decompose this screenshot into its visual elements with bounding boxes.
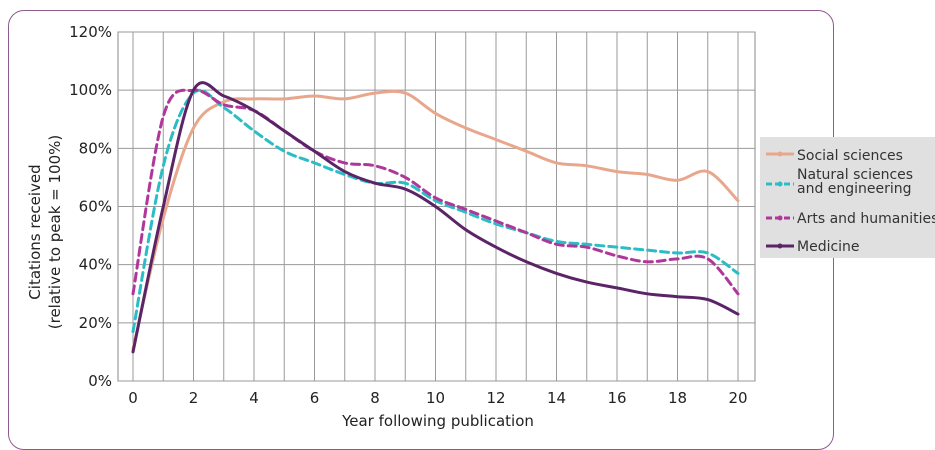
y-tick-label: 60% bbox=[79, 198, 112, 216]
series-line-medicine bbox=[131, 81, 740, 354]
legend-marker-medicine bbox=[777, 243, 783, 249]
x-tick-label: 14 bbox=[547, 389, 566, 407]
series-line-arts-and-humanities bbox=[131, 88, 740, 296]
x-tick-label: 18 bbox=[668, 389, 687, 407]
series-line-natural-sciences-and-engineering bbox=[131, 88, 740, 334]
legend-box bbox=[760, 137, 935, 258]
legend: Social sciences Natural sciences and engin… bbox=[766, 148, 935, 255]
y-tick-label: 80% bbox=[79, 139, 112, 157]
x-tick-label: 6 bbox=[310, 389, 320, 407]
series-line-social-sciences bbox=[131, 89, 740, 351]
line-chart: 0% 20% 40% 60% 80% 100% 120% 0 2 4 6 8 10 12 14 16 18 20… bbox=[26, 23, 935, 430]
x-tick-label: 4 bbox=[249, 389, 259, 407]
x-tick-label: 20 bbox=[728, 389, 747, 407]
y-axis-title-line2: (relative to peak = 100%) bbox=[46, 135, 64, 330]
y-tick-label: 0% bbox=[88, 372, 112, 390]
x-tick-label: 16 bbox=[607, 389, 626, 407]
x-tick-label: 10 bbox=[426, 389, 445, 407]
y-tick-label: 100% bbox=[69, 81, 112, 99]
series-lines bbox=[131, 81, 740, 354]
legend-label-arts-and-humanities: Arts and humanities bbox=[797, 211, 935, 227]
legend-marker-social-sciences bbox=[777, 151, 783, 157]
y-tick-label: 20% bbox=[79, 314, 112, 332]
x-axis-ticks: 0 2 4 6 8 10 12 14 16 18 20 bbox=[128, 389, 747, 407]
legend-label-social-sciences: Social sciences bbox=[797, 148, 903, 164]
legend-marker-natural-sciences-and-engineering bbox=[777, 181, 783, 187]
x-tick-label: 12 bbox=[486, 389, 505, 407]
y-axis-title-line1: Citations received bbox=[26, 164, 44, 299]
y-tick-label: 40% bbox=[79, 256, 112, 274]
x-tick-label: 0 bbox=[128, 389, 138, 407]
x-axis-title: Year following publication bbox=[341, 412, 534, 430]
legend-label-medicine: Medicine bbox=[797, 239, 860, 255]
y-tick-label: 120% bbox=[69, 23, 112, 41]
legend-marker-arts-and-humanities bbox=[777, 215, 783, 221]
x-tick-label: 2 bbox=[189, 389, 199, 407]
y-axis-ticks: 0% 20% 40% 60% 80% 100% 120% bbox=[69, 23, 112, 390]
legend-label-natural-sciences-and-engineering: Natural sciences and engineering bbox=[797, 167, 913, 197]
x-tick-label: 8 bbox=[370, 389, 380, 407]
grid bbox=[117, 31, 756, 382]
